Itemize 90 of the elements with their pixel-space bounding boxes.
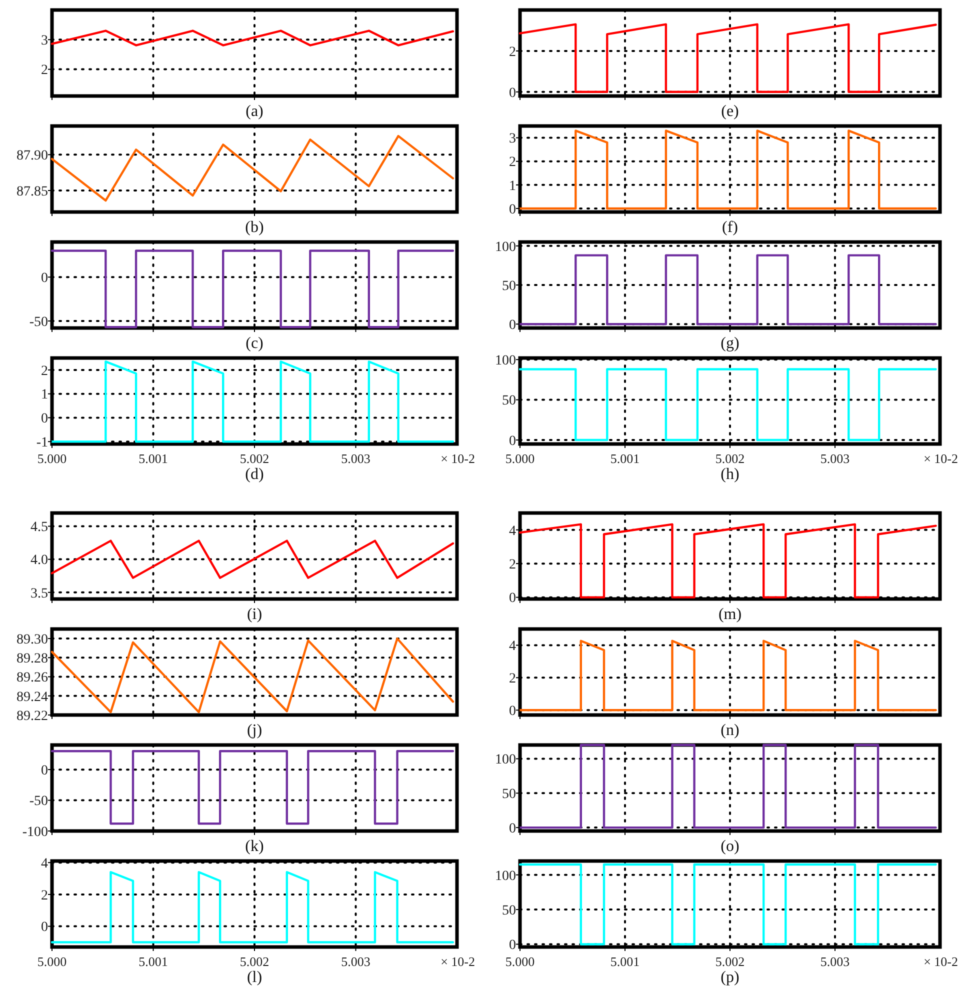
x-axis-title: (d) <box>245 466 264 483</box>
x-tick-label: 5.000 <box>37 451 67 466</box>
x-tick-label: 5.003 <box>341 954 370 969</box>
line-series <box>50 134 454 202</box>
y-tick-label: 50 <box>502 394 516 409</box>
x-axis-title: (j) <box>246 722 262 739</box>
x-axis-title: (o) <box>720 838 740 855</box>
y-tick-label: 1 <box>41 388 48 403</box>
y-tick-label: 2 <box>509 672 516 687</box>
x-axis-title: (f) <box>722 219 738 236</box>
text: × 10-2 <box>440 954 475 969</box>
x-tick-label: 5.002 <box>715 954 745 969</box>
y-tick-label: 4 <box>509 639 516 654</box>
y-tick-label: 2 <box>509 44 516 60</box>
y-tick-label: 3.5 <box>30 586 48 602</box>
y-tick-label: 2 <box>41 364 48 379</box>
y-tick-label: 87.90 <box>16 148 48 164</box>
y-tick-label: 3 <box>41 34 48 49</box>
line-series <box>50 540 454 579</box>
x-axis-title: (e) <box>721 103 739 120</box>
x-axis-title: (p) <box>720 969 740 986</box>
y-tick-label: 100 <box>495 240 516 255</box>
x-tick-label: 5.000 <box>505 451 535 466</box>
y-tick-label: 0 <box>509 821 516 836</box>
line-series <box>518 23 937 94</box>
y-tick-label: 50 <box>502 903 516 918</box>
x-axis-title: (i) <box>246 606 262 623</box>
y-tick-label: 0 <box>509 318 516 333</box>
y-tick-label: 89.22 <box>16 708 48 724</box>
x-tick-label: 5.001 <box>610 954 640 969</box>
y-tick-label: 0 <box>509 86 516 101</box>
x-tick-label: 5.002 <box>240 954 270 969</box>
y-tick-label: 3 <box>509 132 516 147</box>
x-tick-label: 5.002 <box>715 451 745 466</box>
x-axis-title: (m) <box>718 606 742 623</box>
y-tick-label: 2 <box>41 888 48 904</box>
y-tick-label: 2 <box>509 557 516 572</box>
y-tick-label: -100 <box>22 824 48 840</box>
x-tick-label: 5.003 <box>820 451 850 466</box>
y-tick-label: 50 <box>502 278 516 294</box>
line-series <box>50 30 454 46</box>
text: × 10-2 <box>440 451 475 466</box>
text: × 10-2 <box>924 451 958 466</box>
y-tick-label: 89.30 <box>16 632 48 648</box>
x-tick-label: 5.001 <box>610 451 640 466</box>
y-tick-label: 50 <box>502 787 516 802</box>
text: × 10-2 <box>924 954 958 969</box>
y-tick-label: 0 <box>41 763 48 778</box>
x-axis-title: (h) <box>720 466 740 483</box>
x-tick-label: 5.002 <box>240 451 270 466</box>
x-tick-label: 5.000 <box>505 954 535 969</box>
x-axis-title: (l) <box>246 969 262 986</box>
y-tick-label: 100 <box>495 752 516 768</box>
x-axis-title: (a) <box>246 103 264 120</box>
x-axis-title: (c) <box>246 335 264 352</box>
y-tick-label: 2 <box>509 155 516 170</box>
y-tick-label: -1 <box>36 436 48 451</box>
y-tick-label: 0 <box>509 938 516 954</box>
y-tick-label: -50 <box>29 314 48 330</box>
y-tick-label: 0 <box>41 920 48 936</box>
y-tick-label: 2 <box>41 63 48 78</box>
x-axis-title: (g) <box>720 335 740 352</box>
y-tick-label: 0 <box>509 434 516 449</box>
y-tick-label: 100 <box>495 868 516 884</box>
y-tick-label: 1 <box>509 178 516 194</box>
y-tick-label: 0 <box>509 704 516 720</box>
y-tick-label: -50 <box>29 794 48 810</box>
y-tick-label: 4.0 <box>30 553 48 568</box>
y-tick-label: 4 <box>41 856 48 872</box>
y-tick-label: 100 <box>495 354 516 369</box>
y-tick-label: 0 <box>41 412 48 427</box>
x-tick-label: 5.000 <box>37 954 67 969</box>
y-tick-label: 89.26 <box>16 670 48 686</box>
y-tick-label: 0 <box>509 591 516 606</box>
x-axis-title: (n) <box>720 722 740 739</box>
y-tick-label: 89.24 <box>16 690 48 705</box>
x-axis-title: (k) <box>245 838 264 855</box>
line-series <box>50 637 454 714</box>
x-axis-title: (b) <box>245 219 264 236</box>
y-tick-label: 87.85 <box>16 184 48 200</box>
line-series <box>518 523 937 598</box>
x-tick-label: 5.001 <box>138 954 168 969</box>
y-tick-label: 4.5 <box>30 520 48 536</box>
y-tick-label: 4 <box>509 524 516 539</box>
y-tick-label: 89.28 <box>16 652 48 667</box>
x-tick-label: 5.003 <box>820 954 850 969</box>
x-tick-label: 5.003 <box>341 451 370 466</box>
x-tick-label: 5.001 <box>138 451 168 466</box>
y-tick-label: 0 <box>41 271 48 286</box>
y-tick-label: 0 <box>509 202 516 218</box>
